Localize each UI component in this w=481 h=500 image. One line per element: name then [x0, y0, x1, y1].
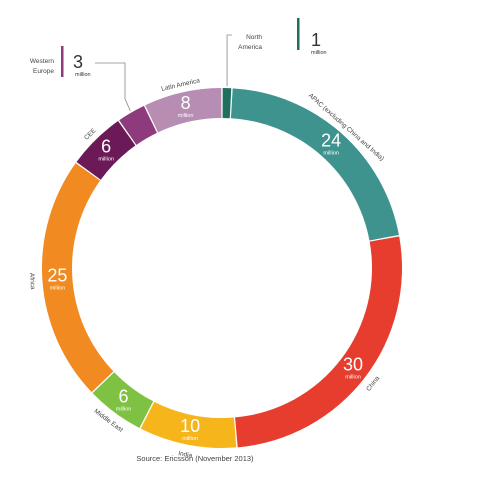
unit-label-apac-excluding-china-and-india: million — [323, 150, 339, 156]
region-label-india: India — [178, 450, 194, 460]
marker-bar-north-america — [297, 18, 300, 50]
unit-label-china: million — [345, 374, 361, 380]
source-note: Source: Ericsson (November 2013) — [136, 454, 254, 463]
slice-africa — [42, 163, 114, 393]
unit-label-africa: million — [50, 285, 66, 291]
value-label-north-america: 1 — [311, 30, 321, 50]
region-label-cee: CEE — [83, 127, 98, 142]
marker-bar-western-europe — [61, 46, 64, 77]
region-label-africa: Africa — [28, 273, 36, 290]
region-label-western-europe-line-2: Europe — [33, 68, 54, 75]
region-label-western-europe-line-1: Western — [30, 58, 54, 65]
value-label-cee: 6 — [101, 137, 111, 157]
value-label-western-europe: 3 — [73, 52, 83, 72]
value-label-india: 10 — [180, 416, 200, 436]
slice-middle-east — [92, 372, 154, 428]
unit-label-north-america: million — [311, 50, 327, 56]
region-label-north-america-line-2: America — [238, 44, 262, 51]
value-label-latin-america: 8 — [181, 93, 191, 113]
value-label-china: 30 — [343, 354, 363, 374]
leader-lines — [95, 34, 232, 111]
value-label-middle-east: 6 — [119, 386, 129, 406]
leader-line-north-america — [226, 34, 232, 87]
leader-line-western-europe — [95, 62, 131, 111]
unit-label-latin-america: million — [178, 113, 194, 119]
unit-label-middle-east: million — [116, 406, 132, 412]
unit-label-cee: million — [98, 157, 114, 163]
slice-latin-america — [145, 88, 222, 133]
slice-apac-excluding-china-and-india — [230, 88, 399, 241]
unit-label-india: million — [182, 436, 198, 442]
slice-china — [235, 236, 402, 448]
slice-western-europe — [119, 105, 157, 145]
slice-north-america — [222, 88, 232, 119]
slice-india — [140, 401, 237, 448]
value-label-africa: 25 — [47, 265, 67, 285]
region-label-north-america-line-1: North — [246, 34, 262, 41]
unit-label-western-europe: million — [75, 72, 91, 78]
slice-cee — [76, 121, 136, 180]
slices — [42, 88, 402, 448]
value-label-apac-excluding-china-and-india: 24 — [321, 130, 341, 150]
region-label-china: China — [365, 375, 381, 393]
